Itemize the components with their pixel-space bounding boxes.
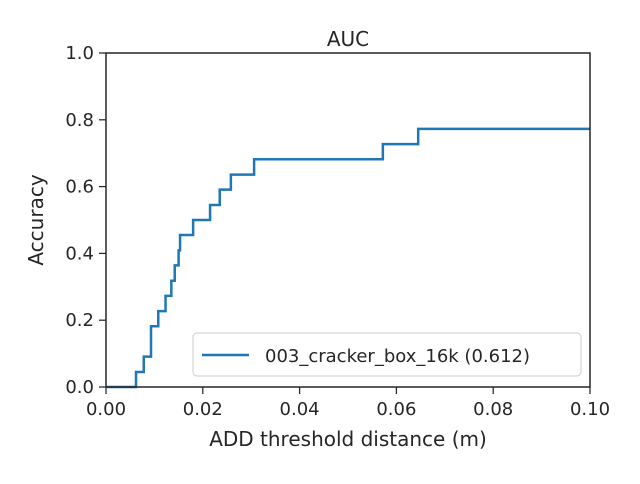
x-tick-label: 0.04 (280, 399, 320, 420)
x-axis-label: ADD threshold distance (m) (209, 427, 487, 451)
series-line (106, 127, 590, 389)
y-tick-label: 0.2 (65, 310, 94, 331)
series-layer (106, 127, 590, 389)
plot-frame (105, 52, 591, 388)
x-axis: 0.00 0.02 0.04 0.06 0.08 0.10 (86, 387, 610, 420)
x-tick-label: 0.08 (473, 399, 513, 420)
y-tick-label: 0.4 (65, 243, 94, 264)
chart-title: AUC (327, 27, 369, 51)
legend-label: 003_cracker_box_16k (0.612) (265, 346, 530, 367)
y-tick-label: 1.0 (65, 43, 94, 64)
y-tick-label: 0.8 (65, 110, 94, 131)
legend: 003_cracker_box_16k (0.612) (192, 332, 582, 377)
x-tick-label: 0.06 (376, 399, 416, 420)
y-tick-label: 0.0 (65, 377, 94, 398)
x-tick-label: 0.02 (183, 399, 223, 420)
frame-layer (105, 52, 591, 388)
y-tick-label: 0.6 (65, 177, 94, 198)
y-axis-label: Accuracy (24, 174, 48, 265)
x-tick-label: 0.10 (570, 399, 610, 420)
y-axis: 0.0 0.2 0.4 0.6 0.8 1.0 (65, 43, 106, 398)
x-tick-label: 0.00 (86, 399, 126, 420)
legend-box (192, 332, 582, 377)
